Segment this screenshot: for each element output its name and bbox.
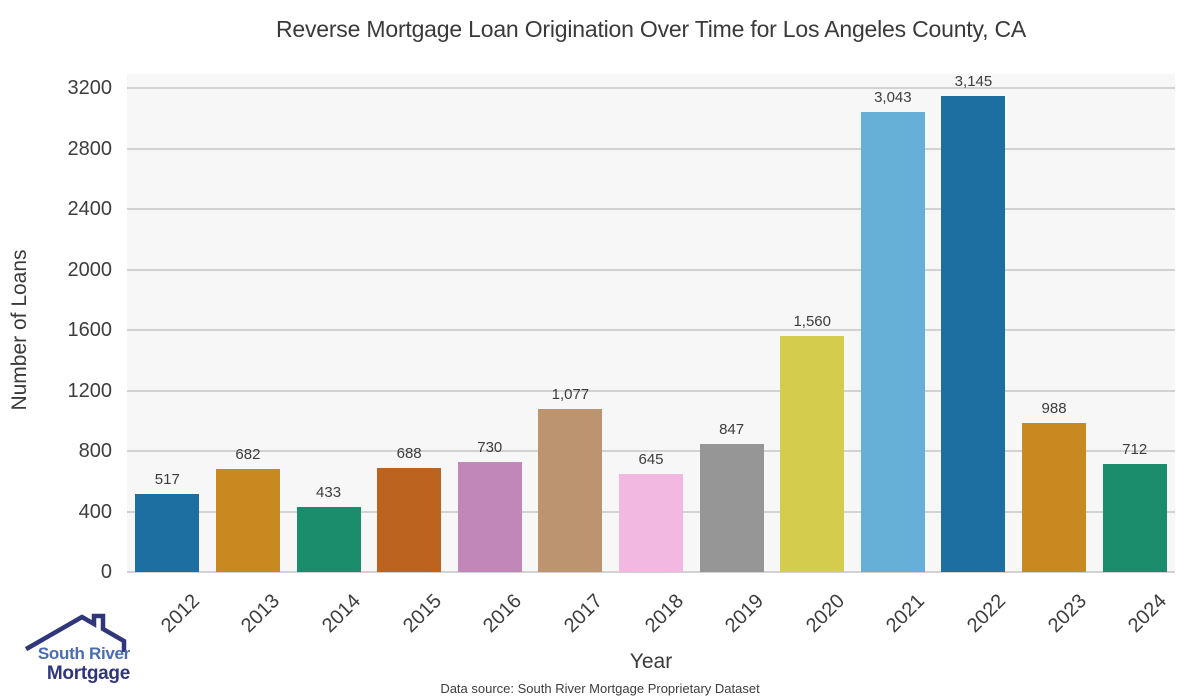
bar-2015 — [377, 467, 442, 572]
bar-2022 — [941, 96, 1006, 572]
chart-title: Reverse Mortgage Loan Origination Over T… — [275, 16, 1027, 42]
bar-value-label: 688 — [396, 444, 422, 462]
y-tick-label: 2000 — [67, 258, 113, 281]
x-tick-label: 2019 — [721, 590, 769, 638]
bar-value-label: 730 — [477, 438, 503, 456]
x-tick-label: 2013 — [237, 590, 285, 638]
y-tick-label: 2800 — [67, 137, 113, 160]
y-tick-label: 1200 — [67, 379, 113, 402]
bar-2014 — [296, 506, 361, 572]
bar-value-label: 988 — [1041, 399, 1067, 417]
bar-value-label: 847 — [719, 420, 745, 438]
bar-value-label: 433 — [316, 483, 342, 501]
plot-area: 517 682 433 688 730 1,077 645 847 1,560 3,043 3,14… — [127, 73, 1175, 573]
x-axis-title: Year — [629, 650, 673, 673]
gridline — [127, 87, 1175, 89]
y-tick-label: 3200 — [67, 77, 113, 99]
x-tick-label: 2022 — [962, 590, 1011, 638]
y-tick-label: 400 — [78, 500, 112, 523]
y-tick-label: 0 — [100, 561, 112, 583]
bar-value-label: 712 — [1122, 441, 1148, 459]
x-tick-label: 2021 — [882, 590, 930, 638]
x-tick-label: 2014 — [318, 590, 366, 638]
bar-2013 — [215, 468, 280, 572]
x-tick-label: 2020 — [801, 590, 849, 638]
bar-2020 — [780, 336, 845, 572]
gridline — [127, 571, 1175, 573]
bar-2012 — [135, 493, 200, 572]
bar-2024 — [1102, 464, 1167, 572]
logo-text-mortgage: Mortgage — [46, 663, 130, 684]
south-river-mortgage-logo: South River Mortgage — [16, 610, 138, 690]
x-tick-label: 2024 — [1124, 590, 1172, 638]
x-tick-label: 2012 — [156, 590, 204, 638]
y-tick-label: 2400 — [67, 198, 113, 220]
bar-value-label: 1,077 — [551, 386, 590, 404]
gridline — [127, 268, 1175, 271]
bar-2019 — [699, 443, 764, 572]
bar-value-label: 3,145 — [954, 73, 993, 91]
gridline — [127, 329, 1175, 331]
bar-2016 — [457, 461, 522, 572]
bar-value-label: 682 — [235, 445, 261, 463]
bar-2021 — [860, 111, 925, 572]
gridline — [127, 208, 1175, 210]
gridline — [127, 147, 1175, 150]
bar-value-label: 517 — [154, 470, 180, 488]
y-tick-label: 800 — [78, 440, 112, 462]
x-tick-label: 2017 — [559, 590, 607, 638]
bar-value-label: 1,560 — [793, 313, 831, 331]
house-roof-icon — [24, 613, 127, 652]
bar-value-label: 3,043 — [874, 88, 912, 106]
bar-2023 — [1022, 422, 1087, 572]
bar-value-label: 645 — [638, 451, 664, 469]
gridline — [127, 389, 1175, 392]
logo-text-south-river: South River — [37, 644, 130, 663]
bar-2018 — [619, 474, 683, 572]
y-tick-label: 1600 — [67, 319, 113, 341]
x-tick-label: 2023 — [1043, 590, 1091, 638]
bar-2017 — [538, 409, 603, 572]
gridline — [127, 450, 1175, 452]
data-source-caption: Data source: South River Mortgage Propri… — [440, 681, 760, 696]
x-tick-label: 2015 — [398, 590, 446, 638]
x-tick-label: 2016 — [479, 590, 527, 638]
x-tick-label: 2018 — [640, 590, 688, 638]
